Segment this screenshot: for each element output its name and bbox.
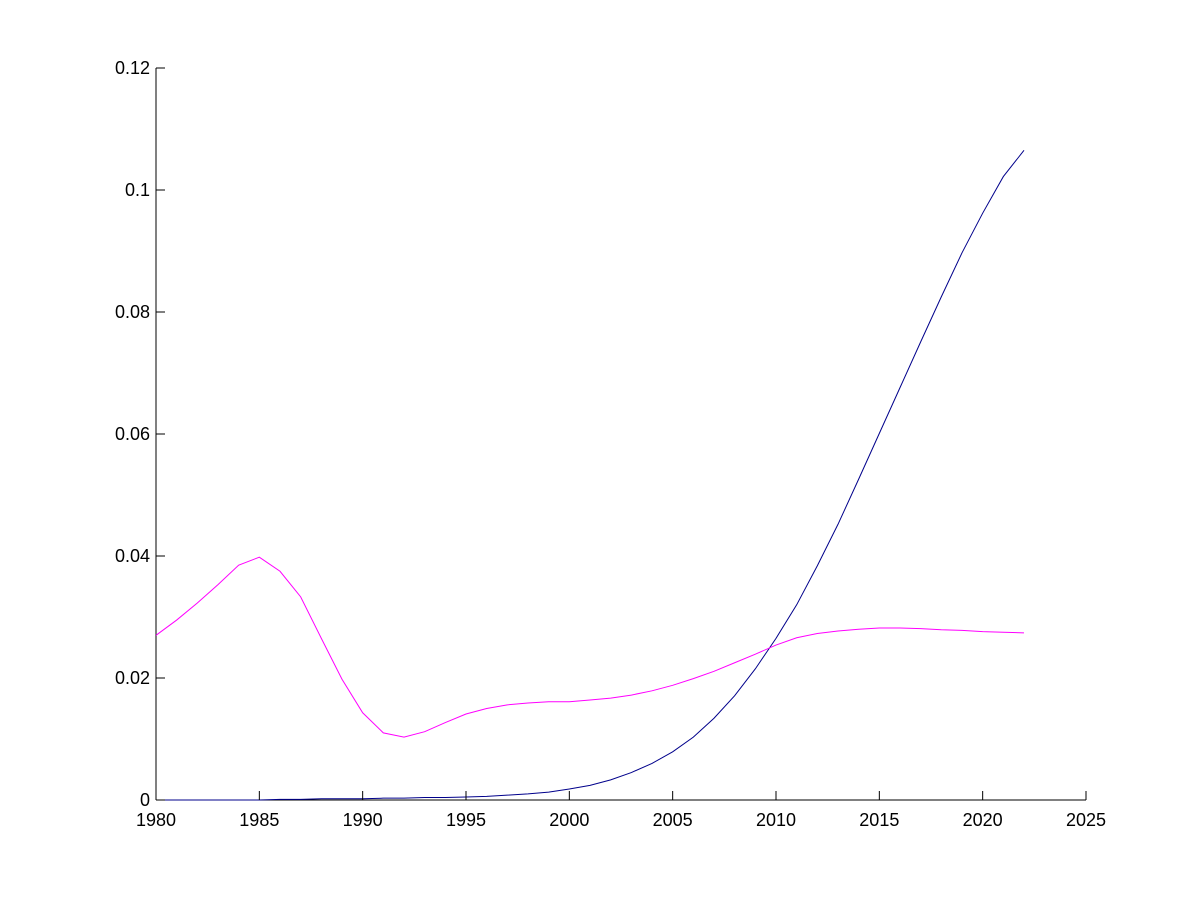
series-line-2 <box>155 556 1025 738</box>
x-axis-ticks: 1980 1985 1990 1995 2000 2005 2010 2015 2020 2025 <box>136 791 1106 830</box>
y-tick-label: 0.02 <box>115 668 150 688</box>
y-tick-label: 0.12 <box>115 58 150 78</box>
y-tick-label: 0.04 <box>115 546 150 566</box>
x-tick-label: 2025 <box>1066 810 1106 830</box>
x-tick-label: 2015 <box>859 810 899 830</box>
x-tick-label: 1980 <box>136 810 176 830</box>
x-tick-label: 2020 <box>963 810 1003 830</box>
y-axis-ticks: 0 0.02 0.04 0.06 0.08 0.1 0.12 <box>115 58 165 810</box>
series-line-1 <box>156 150 1025 801</box>
y-tick-label: 0.1 <box>125 180 150 200</box>
chart-axes <box>155 68 1086 801</box>
y-tick-label: 0 <box>140 790 150 810</box>
x-tick-label: 1995 <box>446 810 486 830</box>
series-layer <box>155 150 1025 801</box>
x-tick-label: 2010 <box>756 810 796 830</box>
x-tick-label: 2005 <box>653 810 693 830</box>
x-tick-label: 1985 <box>239 810 279 830</box>
x-tick-label: 2000 <box>549 810 589 830</box>
x-tick-label: 1990 <box>343 810 383 830</box>
y-tick-label: 0.06 <box>115 424 150 444</box>
y-tick-label: 0.08 <box>115 302 150 322</box>
